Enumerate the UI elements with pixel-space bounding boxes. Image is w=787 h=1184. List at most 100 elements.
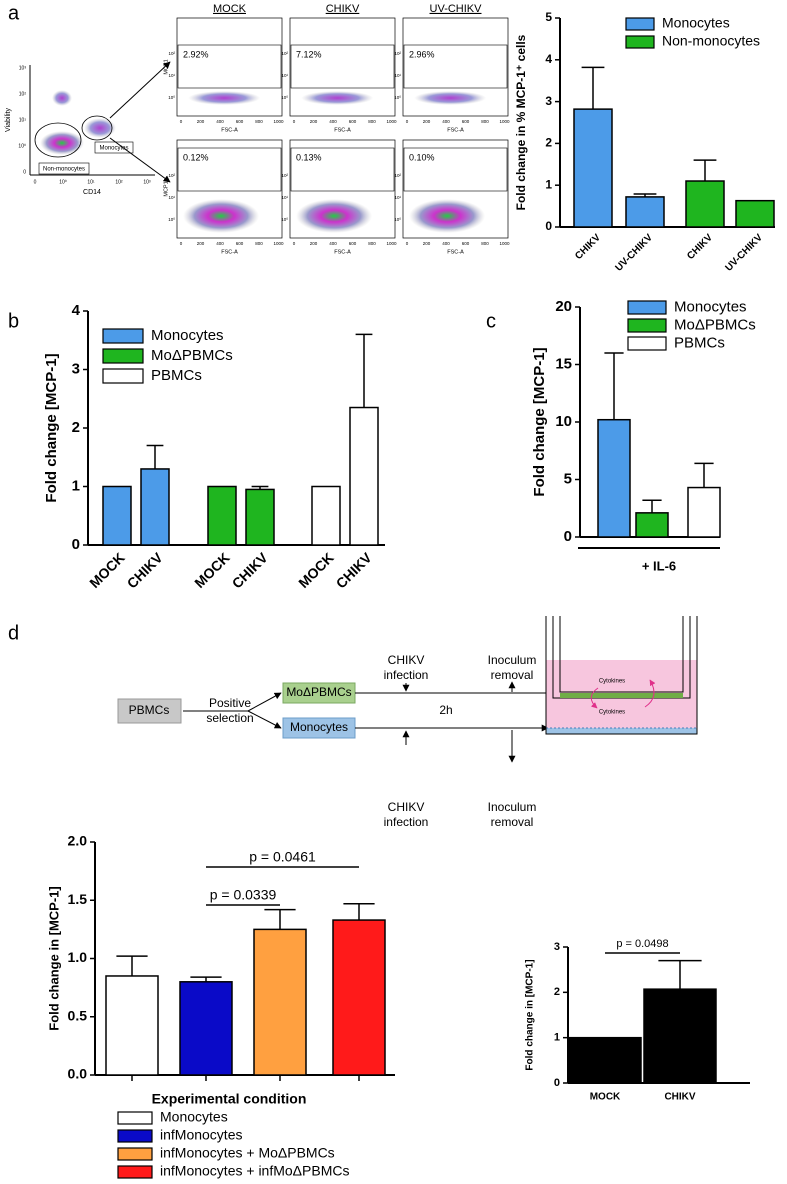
gate-percent: 2.96% xyxy=(409,49,435,59)
diagram-label: selection xyxy=(206,711,253,725)
bar xyxy=(635,512,669,538)
gate xyxy=(403,44,508,89)
legend-swatch xyxy=(117,1129,153,1143)
tick-label: 10¹ xyxy=(281,73,288,78)
y-tick-label: 3 xyxy=(72,360,80,377)
legend-label: infMonocytes + infMoΔPBMCs xyxy=(160,1163,349,1179)
legend-swatch xyxy=(625,35,655,49)
axis-label: FSC-A xyxy=(221,127,238,133)
bar xyxy=(685,180,725,228)
error-bar xyxy=(694,462,714,488)
x-tick-label: CHIKV xyxy=(664,1092,695,1103)
error-bar xyxy=(642,499,662,513)
tick-label: 10² xyxy=(394,51,401,56)
tick-label: 0 xyxy=(34,179,37,185)
gate-percent: 2.92% xyxy=(183,49,209,59)
bar xyxy=(643,988,717,1084)
x-tick-label: CHIKV xyxy=(573,232,603,262)
tick-label: 1000 xyxy=(273,241,284,246)
legend-swatch xyxy=(627,300,667,315)
y-tick-label: 0.5 xyxy=(68,1007,88,1023)
gate-percent: 0.12% xyxy=(183,152,209,162)
bar xyxy=(105,975,159,1076)
arrow xyxy=(109,61,171,119)
diagram-label: Inoculum xyxy=(488,653,537,667)
well-bottom xyxy=(545,727,698,735)
diagram-label: removal xyxy=(491,668,534,682)
diagram-label: CHIKV xyxy=(388,653,425,667)
tick-label: 600 xyxy=(236,119,244,124)
x-tick-label: CHIKV xyxy=(124,549,167,592)
condition-header: CHIKV xyxy=(326,3,360,15)
tick-label: 400 xyxy=(329,241,337,246)
bar xyxy=(597,418,631,538)
legend-label: infMonocytes xyxy=(160,1127,242,1143)
diagram-label: PBMCs xyxy=(129,703,170,717)
tick-label: 400 xyxy=(216,119,224,124)
bar xyxy=(735,199,775,228)
x-tick-label: UV-CHIKV xyxy=(613,232,655,274)
legend-label: PBMCs xyxy=(674,334,725,351)
bar xyxy=(253,928,307,1076)
bar xyxy=(687,486,721,538)
condition-header: UV-CHIKV xyxy=(430,3,483,15)
p-value: p = 0.0461 xyxy=(249,849,316,865)
x-axis-title: Experimental condition xyxy=(152,1091,307,1107)
tick-label: 1000 xyxy=(386,119,397,124)
y-axis-title: Fold change [MCP-1] xyxy=(43,353,60,502)
tick-label: 10⁰ xyxy=(394,217,401,222)
tick-label: 400 xyxy=(216,241,224,246)
axis-label: MCP1 xyxy=(163,59,169,74)
diagram-label: 2h xyxy=(439,703,452,717)
tick-label: 1000 xyxy=(273,119,284,124)
error-bar xyxy=(604,352,624,420)
tick-label: 10¹ xyxy=(168,73,175,78)
axis-label: FSC-A xyxy=(334,249,351,255)
pbmc-box xyxy=(117,698,182,724)
tick-label: 600 xyxy=(349,119,357,124)
y-tick-label: 2 xyxy=(545,136,552,150)
bar xyxy=(102,485,132,546)
legend-swatch xyxy=(627,336,667,351)
y-tick-label: 2 xyxy=(554,986,560,998)
gate-label: Monocytes xyxy=(99,146,128,152)
gate-label-box xyxy=(94,141,134,154)
legend-swatch xyxy=(117,1147,153,1161)
y-tick-label: 1 xyxy=(72,477,80,494)
tick-label: 200 xyxy=(310,119,318,124)
tick-label: 10³ xyxy=(19,65,27,71)
y-tick-label: 0 xyxy=(72,536,80,553)
bar xyxy=(349,406,379,546)
legend-label: Monocytes xyxy=(662,15,730,31)
y-axis-title: Fold change in [MCP-1] xyxy=(525,959,536,1070)
legend-swatch xyxy=(625,17,655,31)
y-tick-label: 2 xyxy=(72,419,80,436)
membrane xyxy=(560,693,683,698)
tick-label: 0 xyxy=(406,241,409,246)
tick-label: 600 xyxy=(462,119,470,124)
tick-label: 1000 xyxy=(386,241,397,246)
tick-label: 10⁰ xyxy=(394,95,401,100)
diagram-label: MoΔPBMCs xyxy=(286,685,351,699)
cloud xyxy=(414,91,487,105)
axis-label: FSC-A xyxy=(334,127,351,133)
tick-label: 600 xyxy=(349,241,357,246)
tick-label: 10⁰ xyxy=(18,143,26,149)
x-tick-label: MOCK xyxy=(590,1092,621,1103)
tick-label: 0 xyxy=(293,119,296,124)
gate xyxy=(177,147,282,192)
tick-label: 200 xyxy=(197,119,205,124)
legend-label: MoΔPBMCs xyxy=(674,316,756,333)
error-bar xyxy=(693,159,717,182)
tick-label: 10¹ xyxy=(87,179,95,185)
gate-percent: 0.10% xyxy=(409,152,435,162)
diagram-label: CHIKV xyxy=(388,800,425,814)
diagram-label: infection xyxy=(384,815,429,829)
arrow xyxy=(109,137,171,183)
gate-label: Non-monocytes xyxy=(43,167,85,173)
tick-label: 400 xyxy=(442,119,450,124)
bar xyxy=(568,1036,642,1084)
tick-label: 10¹ xyxy=(19,117,27,123)
panel-label: b xyxy=(8,310,19,332)
tick-label: 0 xyxy=(293,241,296,246)
